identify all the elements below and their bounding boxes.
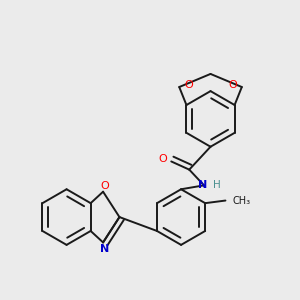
- Text: O: O: [159, 154, 167, 164]
- Text: O: O: [100, 181, 109, 191]
- Text: O: O: [184, 80, 193, 90]
- Text: CH₃: CH₃: [232, 196, 251, 206]
- Text: H: H: [213, 180, 221, 190]
- Text: O: O: [228, 80, 237, 90]
- Text: N: N: [100, 244, 109, 254]
- Text: N: N: [198, 180, 207, 190]
